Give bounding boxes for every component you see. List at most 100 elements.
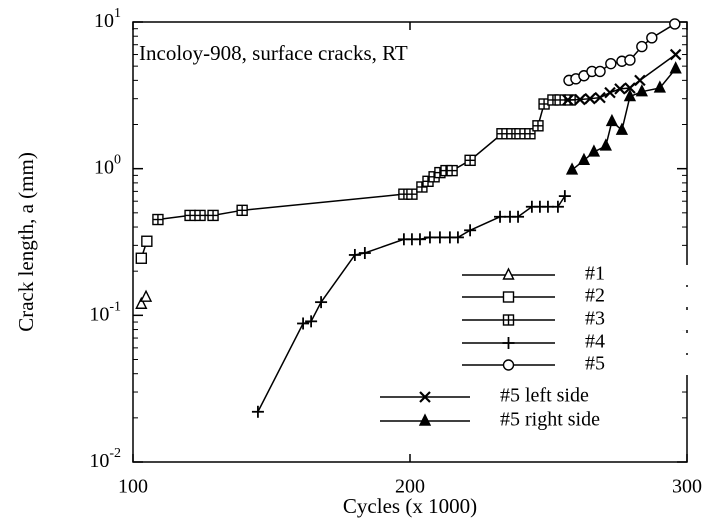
marker: [669, 18, 681, 30]
legend-bg: [458, 333, 701, 353]
marker: [577, 152, 591, 166]
marker: [594, 65, 606, 78]
marker-part: [634, 74, 646, 87]
marker-part: [614, 83, 626, 95]
marker-part: [135, 252, 148, 264]
marker-part: [669, 61, 682, 74]
marker-part: [636, 40, 648, 53]
marker: [594, 91, 606, 104]
marker-part: [615, 122, 629, 135]
marker: [524, 128, 536, 140]
legend-label: #5: [585, 353, 605, 375]
marker: [562, 94, 574, 106]
marker: [418, 413, 432, 426]
y-tick-label: 10-1: [89, 300, 121, 325]
marker: [624, 54, 636, 66]
legend-bg: [458, 310, 701, 330]
marker-part: [141, 235, 153, 247]
marker-part: [139, 289, 153, 302]
marker: [236, 204, 248, 217]
marker-part: [565, 162, 579, 175]
marker: [413, 233, 426, 246]
marker: [451, 231, 464, 244]
y-tick-label: 101: [94, 6, 121, 31]
marker: [512, 210, 525, 223]
marker: [502, 291, 515, 303]
marker: [141, 235, 153, 247]
y-tick-label: 100: [94, 153, 121, 178]
marker: [496, 128, 508, 140]
marker: [604, 86, 616, 99]
marker: [532, 120, 544, 132]
marker: [558, 190, 571, 203]
marker: [419, 391, 431, 403]
marker: [207, 209, 219, 222]
marker: [135, 296, 148, 309]
marker: [348, 248, 361, 261]
marker: [605, 57, 617, 70]
x-axis-label: Cycles (x 1000): [343, 494, 477, 518]
marker-part: [624, 82, 636, 94]
marker: [406, 188, 418, 200]
marker: [599, 138, 612, 151]
marker: [634, 74, 646, 87]
marker-part: [669, 48, 682, 61]
x-tick-label: 100: [118, 476, 148, 498]
legend-bg: [376, 387, 616, 407]
marker: [565, 162, 579, 175]
marker-part: [502, 291, 515, 303]
marker: [152, 213, 164, 226]
marker-part: [604, 86, 616, 99]
marker: [669, 48, 682, 61]
y-axis-label: Crack length, a (mm): [14, 152, 38, 332]
marker: [502, 359, 515, 371]
marker: [636, 40, 648, 53]
legend-bg: [458, 355, 701, 375]
marker-part: [624, 54, 636, 66]
legend-bg: [376, 411, 616, 431]
legend-label: #1: [585, 263, 605, 285]
legend-label: #5 right side: [500, 409, 600, 431]
marker: [615, 122, 629, 135]
marker-part: [584, 92, 596, 105]
x-tick-label: 300: [672, 476, 702, 498]
marker: [624, 82, 636, 94]
marker: [584, 92, 596, 105]
legend-label: #3: [585, 308, 605, 330]
annotation: Incoloy-908, surface cracks, RT: [139, 41, 408, 65]
marker: [184, 209, 196, 222]
marker: [297, 317, 310, 330]
marker: [514, 128, 526, 140]
marker-part: [594, 91, 606, 104]
marker: [635, 84, 648, 97]
marker-part: [135, 296, 148, 309]
marker: [464, 154, 476, 167]
legend-label: #2: [585, 285, 605, 307]
marker: [551, 200, 564, 213]
y-tick-label: 10-2: [89, 446, 121, 471]
marker-part: [502, 359, 515, 371]
marker: [446, 164, 458, 177]
marker: [194, 209, 206, 222]
x-tick-label: 200: [395, 476, 425, 498]
marker-part: [599, 138, 612, 151]
legend-label: #4: [585, 331, 605, 353]
marker-part: [587, 144, 601, 157]
marker-part: [418, 413, 432, 426]
marker-part: [646, 32, 658, 44]
marker-part: [502, 267, 515, 280]
marker: [502, 337, 515, 349]
marker: [653, 80, 666, 93]
marker: [574, 93, 586, 106]
legend-label: #5 left side: [500, 385, 589, 407]
marker: [305, 315, 318, 328]
marker: [358, 247, 371, 260]
legend-bg: [458, 287, 701, 307]
marker: [605, 113, 619, 127]
marker: [315, 296, 328, 309]
marker-part: [623, 89, 637, 102]
marker-part: [574, 93, 586, 106]
marker-part: [594, 65, 606, 78]
marker: [251, 405, 264, 418]
